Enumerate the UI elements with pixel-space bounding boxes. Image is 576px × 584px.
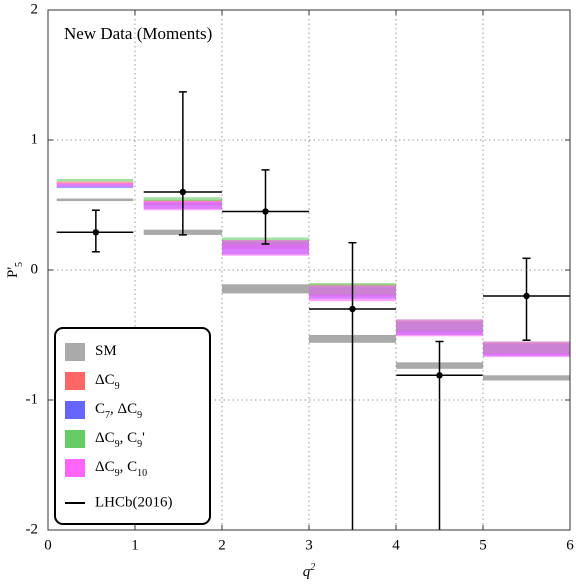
legend-box (54, 327, 211, 525)
x-tick-label: 1 (131, 537, 139, 553)
band (56, 179, 134, 182)
y-tick-label: 0 (31, 261, 39, 277)
x-tick-label: 3 (305, 537, 313, 553)
legend-label: ΔC9, C10 (95, 459, 147, 478)
x-axis-label-sup: 2 (310, 562, 315, 573)
x-axis-label-base: q (303, 564, 311, 580)
data-point (262, 208, 269, 215)
chart-title: New Data (Moments) (64, 24, 212, 43)
data-point (92, 229, 100, 236)
x-axis-label: q2 (303, 562, 316, 581)
legend-swatch (65, 430, 85, 448)
y-axis-label: P'5 (5, 262, 24, 278)
band (56, 182, 134, 187)
band (222, 284, 309, 294)
data-point (436, 372, 443, 379)
legend-label: ΔC9, C9' (95, 430, 145, 449)
data-point (179, 188, 187, 196)
legend-swatch (65, 401, 85, 419)
band (483, 341, 570, 358)
data-point (523, 292, 530, 300)
y-axis-label-sub: 5 (14, 262, 25, 267)
x-tick-label: 6 (566, 537, 574, 553)
x-tick-label: 5 (479, 537, 487, 553)
legend-label: ΔC9 (95, 372, 120, 391)
legend-label: SM (95, 343, 117, 359)
legend-label: LHCb(2016) (95, 494, 173, 510)
band (483, 375, 570, 381)
y-tick-label: 1 (31, 131, 39, 147)
legend-swatch (65, 343, 85, 361)
x-tick-label: 0 (44, 537, 52, 553)
legend-label: C7, ΔC9 (95, 401, 142, 420)
y-axis-label-base: P' (5, 267, 21, 278)
legend-swatch (65, 372, 85, 390)
data-point (349, 305, 356, 313)
y-tick-label: 2 (31, 1, 39, 17)
band (396, 319, 483, 337)
plot-area (56, 91, 570, 530)
x-tick-label: 4 (392, 537, 400, 553)
band (56, 198, 134, 202)
y-tick-label: -2 (26, 521, 39, 537)
y-tick-label: -1 (26, 391, 39, 407)
x-tick-label: 2 (218, 537, 226, 553)
plot-layer (47, 9, 571, 531)
legend-swatch (65, 459, 85, 477)
band (222, 240, 309, 256)
